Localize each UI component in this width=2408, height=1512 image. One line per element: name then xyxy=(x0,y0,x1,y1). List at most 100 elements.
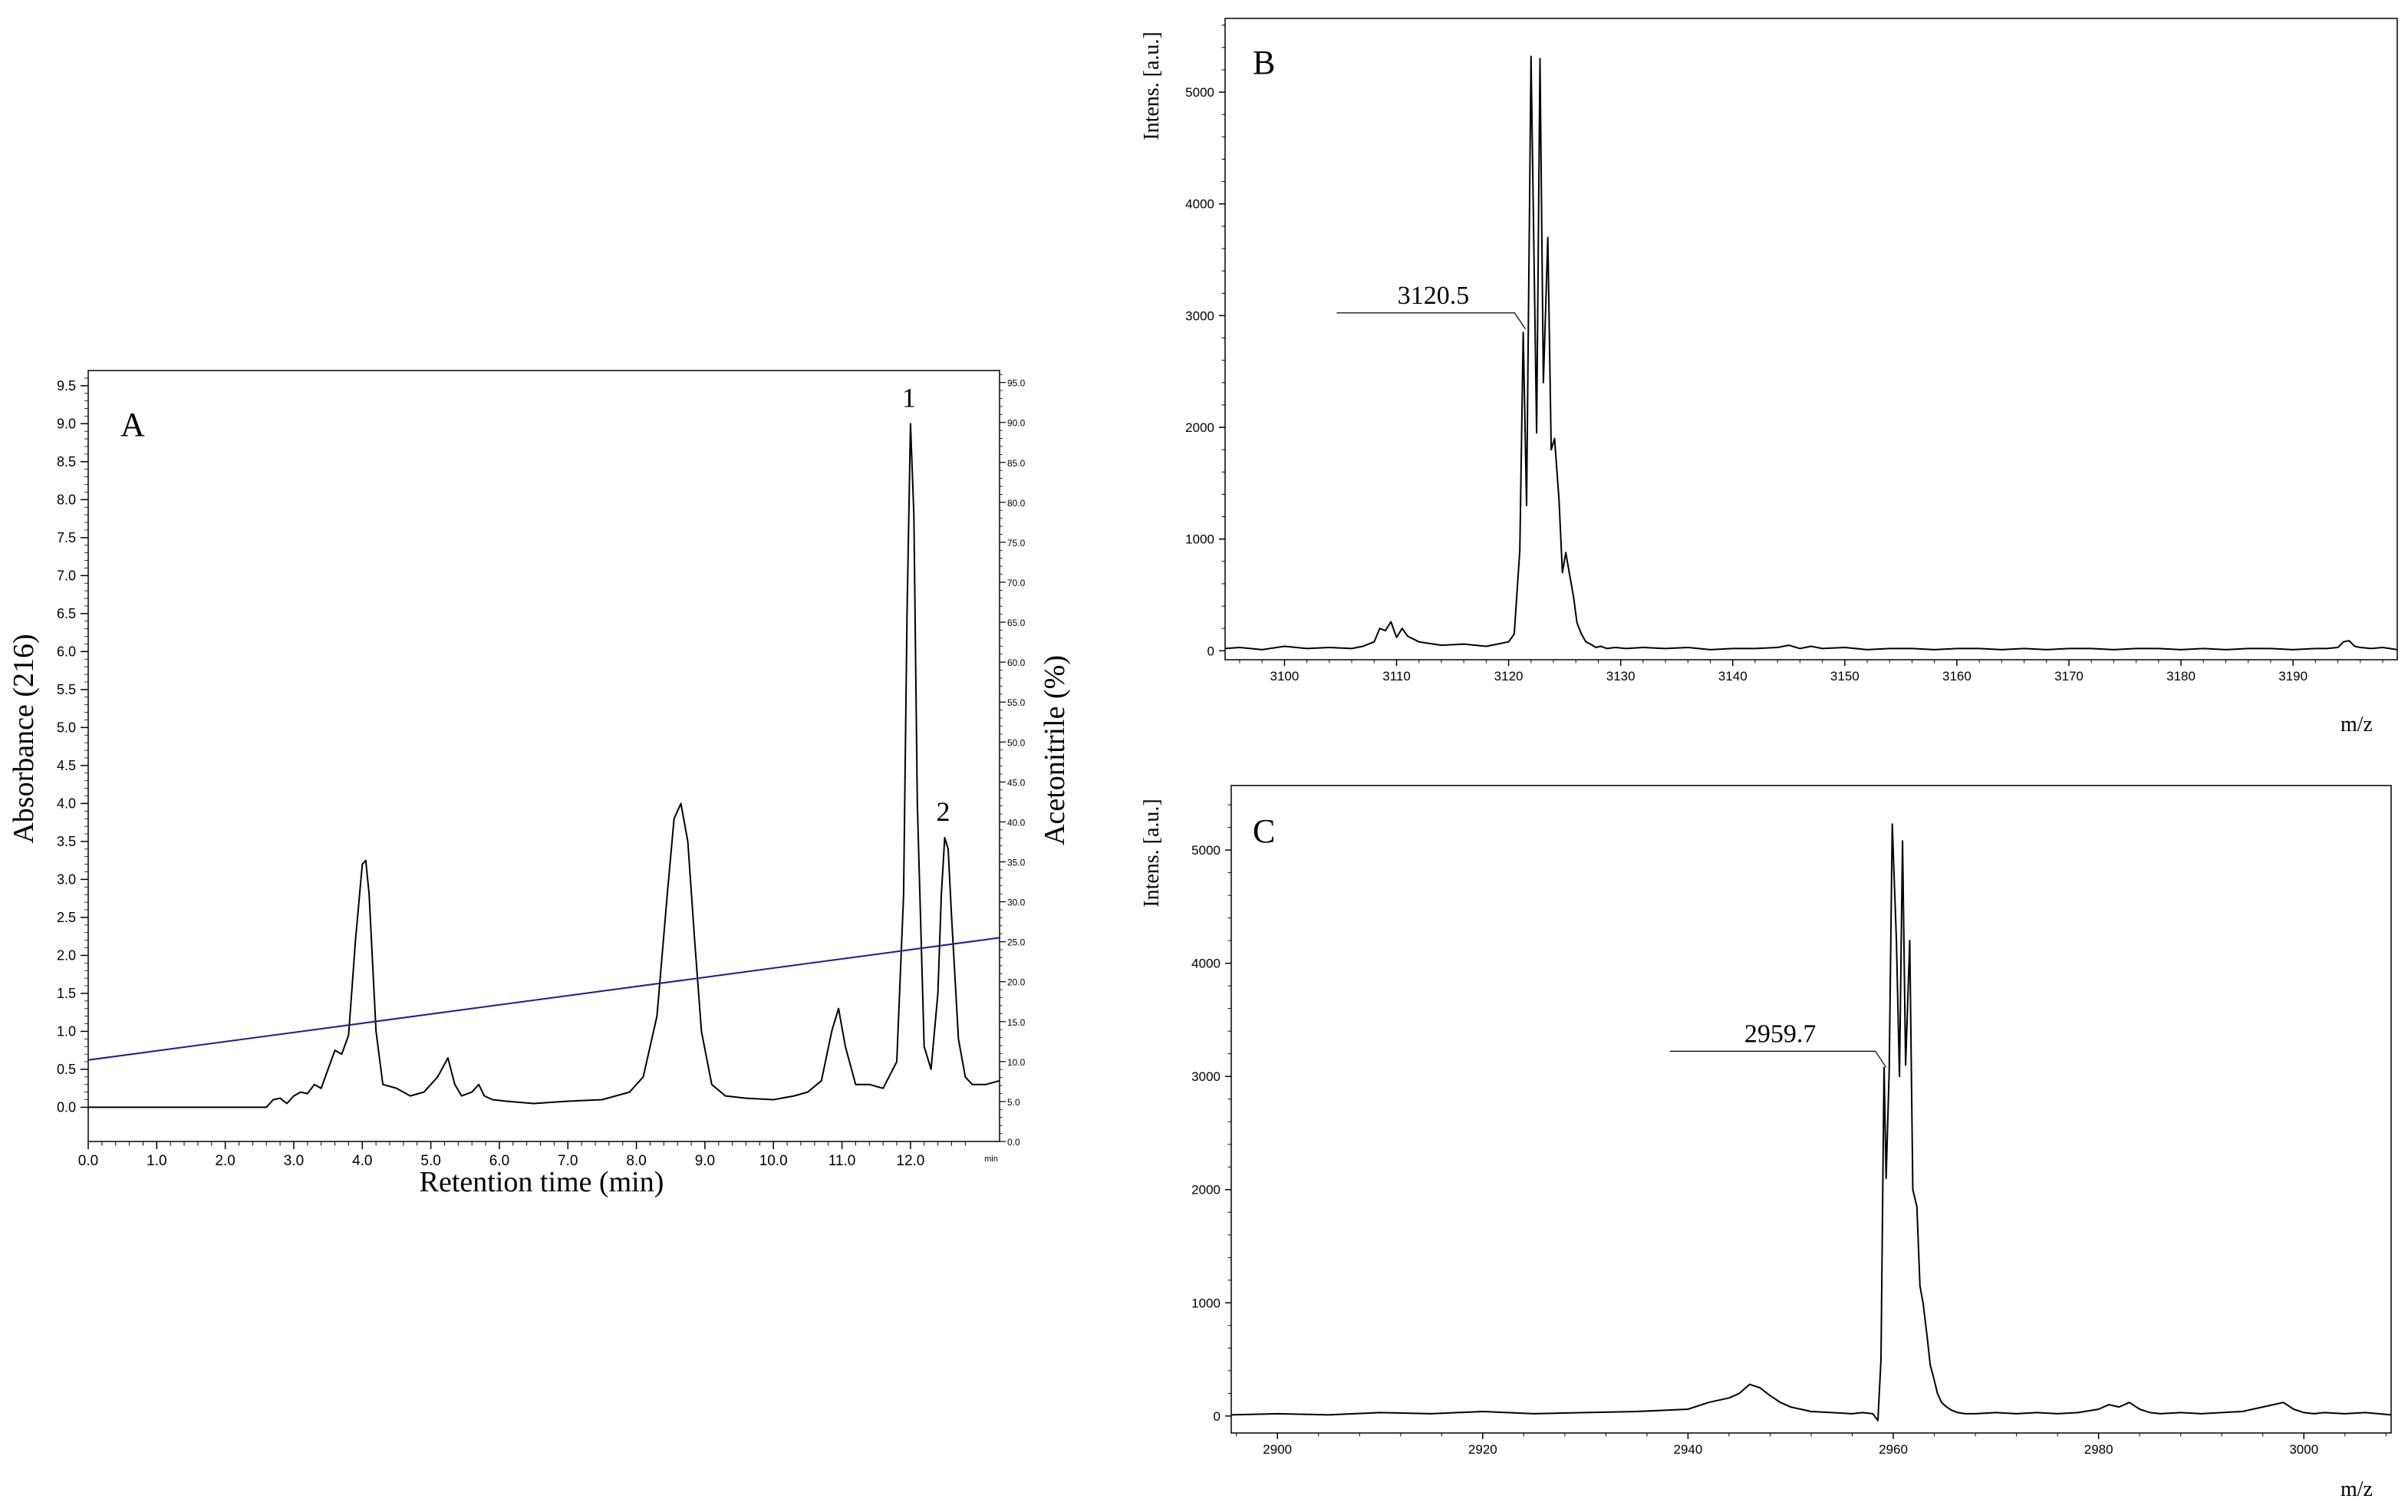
y-tick-label: 1000 xyxy=(1185,532,1214,547)
y-tick-label: 5.0 xyxy=(57,720,76,736)
y2-tick-label: 80.0 xyxy=(1007,498,1026,509)
x-tick-label: 3190 xyxy=(2278,669,2308,684)
x-tick-label: 3170 xyxy=(2054,669,2084,684)
x-tick-label: 9.0 xyxy=(695,1153,715,1169)
chart-panel-c: C m/z Intens. [a.u.] 2900 2920 2940 2960 298… xyxy=(1140,785,2392,1501)
x-tick-label: 3130 xyxy=(1606,669,1636,684)
y-tick-label: 3.5 xyxy=(57,834,76,849)
y-tick-label: 4.0 xyxy=(57,796,76,812)
y-tick-label: 3.0 xyxy=(57,872,76,888)
y-tick-label: 4000 xyxy=(1185,197,1214,212)
y-tick-label: 0 xyxy=(1214,1409,1220,1424)
chart-panel-a: A Retention time (min) Absorbance (216) … xyxy=(8,370,1071,1198)
plot-frame xyxy=(1230,785,2392,1434)
y-tick-label: 6.5 xyxy=(57,606,76,621)
x-tick-label: 12.0 xyxy=(896,1153,924,1169)
x-tick-label: 2980 xyxy=(2084,1442,2113,1457)
y2-tick-label: 10.0 xyxy=(1007,1057,1026,1068)
x-axis-label-c: m/z xyxy=(2340,1477,2373,1501)
data-line xyxy=(1230,823,2392,1421)
y2-tick-label: 85.0 xyxy=(1007,458,1026,469)
peak-leader-line xyxy=(1336,312,1526,330)
y-tick-label: 9.0 xyxy=(57,417,76,432)
x-tick-label: 1.0 xyxy=(147,1153,166,1169)
y2-tick-label: 70.0 xyxy=(1007,578,1026,588)
y-tick-label: 2.0 xyxy=(57,948,76,964)
y-tick-label: 8.0 xyxy=(57,492,76,508)
y-tick-label: 0 xyxy=(1207,644,1214,658)
y2-tick-label: 95.0 xyxy=(1007,378,1026,389)
y2-tick-label: 30.0 xyxy=(1007,898,1026,908)
plot-frame xyxy=(87,370,1000,1142)
y2-tick-label: 35.0 xyxy=(1007,857,1026,868)
x-tick-label: 3140 xyxy=(1718,669,1748,684)
y-tick-label: 4.5 xyxy=(57,758,76,773)
y2-tick-label: 55.0 xyxy=(1007,697,1026,708)
x-tick-label: 4.0 xyxy=(352,1153,372,1169)
x-tick-label: 3100 xyxy=(1270,669,1300,684)
x-tick-label: 10.0 xyxy=(759,1153,788,1169)
peak-leader-line xyxy=(1669,1050,1887,1068)
y2-tick-label: 40.0 xyxy=(1007,817,1026,828)
x-axis-label-b: m/z xyxy=(2340,713,2373,736)
x-tick-label: 3110 xyxy=(1382,669,1411,684)
panel-label-b: B xyxy=(1253,44,1275,81)
y2-axis-label-a: Acetonitrile (%) xyxy=(1039,655,1071,845)
y2-tick-label: 90.0 xyxy=(1007,418,1026,429)
y-tick-label: 8.5 xyxy=(57,454,76,469)
chart-panel-b: B m/z Intens. [a.u.] 3100 3110 3120 3130 314… xyxy=(1140,18,2398,736)
x-tick-label: 2960 xyxy=(1879,1442,1908,1457)
y-tick-label: 3000 xyxy=(1185,308,1214,323)
peak-mass-label: 3120.5 xyxy=(1398,282,1470,310)
x-tick-label: 3.0 xyxy=(284,1153,304,1169)
x-tick-label: 6.0 xyxy=(489,1153,509,1169)
y-tick-label: 7.0 xyxy=(57,568,76,584)
y-tick-label: 2000 xyxy=(1185,420,1214,435)
panel-label-a: A xyxy=(120,406,145,443)
y-tick-label: 0.5 xyxy=(57,1062,76,1077)
y-tick-label: 5000 xyxy=(1191,843,1220,858)
y-tick-label: 0.0 xyxy=(57,1100,76,1115)
y-tick-label: 2000 xyxy=(1191,1183,1220,1197)
x-tick-label: 2940 xyxy=(1674,1442,1703,1457)
x-tick-label: 3160 xyxy=(1942,669,1972,684)
y-tick-label: 7.5 xyxy=(57,530,76,545)
data-line xyxy=(1224,55,2398,651)
y-tick-label: 9.5 xyxy=(57,378,76,394)
y-tick-label: 1.0 xyxy=(57,1024,76,1039)
y2-tick-label: 60.0 xyxy=(1007,657,1026,668)
plot-frame xyxy=(1224,18,2398,660)
x-tick-label: 3000 xyxy=(2289,1442,2318,1457)
x-tick-label: 3180 xyxy=(2166,669,2196,684)
peak-label: 1 xyxy=(902,382,916,413)
y2-tick-label: 75.0 xyxy=(1007,538,1026,548)
x-tick-label: 3150 xyxy=(1830,669,1860,684)
x-tick-label: 3120 xyxy=(1494,669,1524,684)
x-tick-label: 7.0 xyxy=(558,1153,578,1169)
y-tick-label: 1000 xyxy=(1191,1296,1220,1310)
x-tick-label: 5.0 xyxy=(420,1153,440,1169)
panel-label-c: C xyxy=(1253,812,1275,850)
x-unit-label-a: min xyxy=(984,1155,998,1164)
y-tick-label: 5000 xyxy=(1185,85,1214,100)
gradient-line xyxy=(87,937,1000,1061)
y-axis-label-a: Absorbance (216) xyxy=(8,634,40,843)
y-tick-label: 3000 xyxy=(1191,1069,1220,1084)
x-tick-label: 8.0 xyxy=(626,1153,646,1169)
x-tick-label: 2900 xyxy=(1263,1442,1292,1457)
x-axis-label-a: Retention time (min) xyxy=(420,1166,664,1198)
y2-tick-label: 25.0 xyxy=(1007,937,1026,948)
x-tick-label: 2.0 xyxy=(215,1153,235,1169)
y2-tick-label: 50.0 xyxy=(1007,737,1026,748)
y2-tick-label: 65.0 xyxy=(1007,618,1026,628)
x-tick-label: 11.0 xyxy=(828,1153,856,1169)
y-tick-label: 5.5 xyxy=(57,682,76,697)
y2-tick-label: 15.0 xyxy=(1007,1017,1026,1028)
y-tick-label: 1.5 xyxy=(57,986,76,1001)
y-tick-label: 4000 xyxy=(1191,957,1220,971)
y-axis-label-b: Intens. [a.u.] xyxy=(1140,31,1164,140)
y-tick-label: 2.5 xyxy=(57,910,76,925)
y2-tick-label: 20.0 xyxy=(1007,977,1026,988)
y2-tick-label: 5.0 xyxy=(1007,1097,1020,1108)
